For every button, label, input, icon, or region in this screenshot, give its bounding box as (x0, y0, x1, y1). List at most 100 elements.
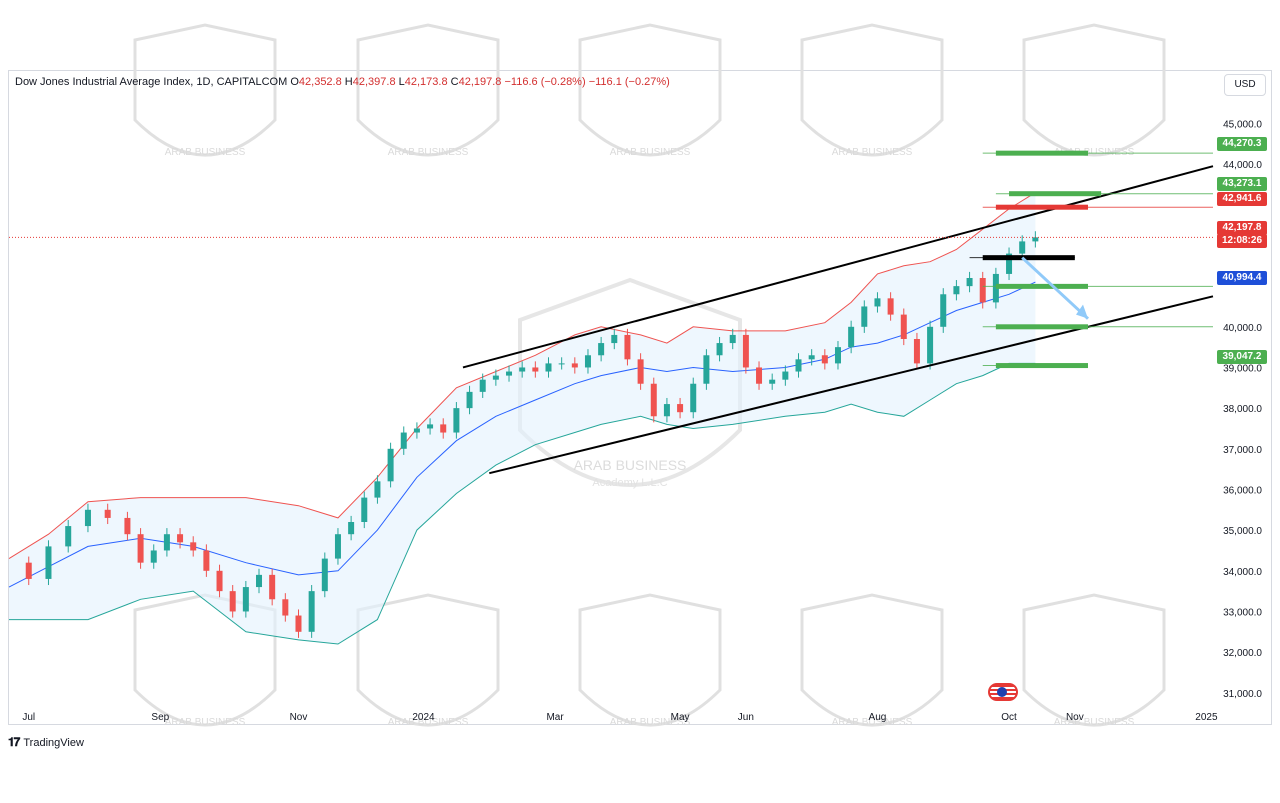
x-tick-label: Nov (1066, 712, 1084, 723)
watermark-label: ARAB BUSINESS (165, 147, 246, 158)
countdown-badge: 12:08:26 (1217, 234, 1267, 248)
us-flag-icon[interactable] (988, 683, 1018, 701)
candle-body (177, 534, 184, 543)
watermark-label: ARAB BUSINESS (610, 717, 691, 728)
candle-body (571, 363, 578, 368)
x-tick-label: Mar (546, 712, 564, 723)
watermark-shield-icon (1022, 23, 1166, 157)
watermark-label: ARAB BUSINESS (1054, 147, 1135, 158)
candle-body (45, 546, 52, 579)
currency-button[interactable]: USD (1224, 74, 1266, 96)
candle-body (558, 363, 565, 365)
level-badge-2: 43,273.1 (1217, 177, 1267, 191)
candle-body (940, 294, 947, 327)
candle-body (150, 550, 157, 563)
x-tick-label: Jun (738, 712, 754, 723)
level-marker-1 (995, 150, 1088, 156)
watermark-label: ARAB BUSINESS (165, 717, 246, 728)
y-tick-label: 34,000.0 (1223, 567, 1262, 578)
candle-body (650, 383, 657, 417)
open-value: 42,352.8 (298, 76, 342, 88)
candle-body (716, 343, 723, 356)
candle-body (163, 534, 170, 551)
candle-body (913, 339, 920, 364)
tradingview-logo-icon: 𝟏𝟕 (8, 735, 20, 749)
candle-body (782, 371, 789, 380)
watermark-shield-icon (800, 23, 944, 157)
candle-body (953, 286, 960, 295)
watermark-shield-icon (356, 593, 500, 727)
watermark-shield-icon (800, 593, 944, 727)
candle-body (584, 355, 591, 368)
candle-body (756, 367, 763, 384)
projection-arrowhead (1075, 304, 1088, 319)
x-tick-label: Jul (22, 712, 35, 723)
y-tick-label: 35,000.0 (1223, 526, 1262, 537)
projection-arrow (1021, 256, 1090, 320)
channel-lower-line (489, 295, 1214, 475)
watermark-center-icon (518, 277, 742, 487)
candle-body (400, 432, 407, 449)
candle-body (861, 306, 868, 327)
candle-body (216, 570, 223, 592)
candle-body (137, 534, 144, 563)
bollinger-fill (9, 192, 1036, 644)
level-badge-1: 44,270.3 (1217, 137, 1267, 151)
low-value: 42,173.8 (404, 76, 448, 88)
candle-body (532, 367, 539, 372)
candle-body (703, 355, 710, 384)
symbol-title: Dow Jones Industrial Average Index, 1D, … (15, 76, 288, 88)
watermark-shield-icon (133, 23, 277, 157)
candle-body (624, 334, 631, 360)
candle-body (321, 558, 328, 592)
candle-body (637, 359, 644, 384)
candle-body (295, 615, 302, 632)
candle-body (834, 347, 841, 364)
candle-body (374, 481, 381, 498)
x-tick-label: 2025 (1195, 712, 1218, 723)
candle-body (848, 326, 855, 348)
candle-body (466, 391, 473, 409)
candle-body (190, 542, 197, 551)
watermark-label: ARAB BUSINESS (610, 147, 691, 158)
y-tick-label: 38,000.0 (1223, 404, 1262, 415)
candle-body (282, 599, 289, 616)
level-marker-6 (995, 324, 1088, 330)
y-tick-label: 40,000.0 (1223, 323, 1262, 334)
candle-body (1032, 237, 1039, 242)
x-tick-label: 2024 (412, 712, 435, 723)
watermark-label: ARAB BUSINESS (1054, 717, 1135, 728)
candle-body (677, 404, 684, 413)
candle-body (256, 574, 263, 588)
bollinger-upper-line (8, 192, 1036, 560)
candle-body (742, 334, 749, 368)
watermark-shield-icon (133, 593, 277, 727)
x-tick-label: May (671, 712, 690, 723)
candle-body (479, 379, 486, 392)
x-tick-label: Aug (869, 712, 887, 723)
candle-body (427, 424, 434, 429)
candle-body (361, 497, 368, 522)
candle-body (795, 359, 802, 372)
watermark-shield-icon (578, 23, 722, 157)
watermark-label: ARAB BUSINESS (388, 147, 469, 158)
candle-body (229, 591, 236, 612)
close-value: 42,197.8 (458, 76, 502, 88)
tradingview-brand[interactable]: 𝟏𝟕 TradingView (8, 735, 84, 750)
candle-body (334, 534, 341, 559)
change-value: −116.6 (−0.28%) (504, 76, 586, 88)
candle-body (124, 517, 131, 535)
candle-body (413, 428, 420, 433)
candle-body (808, 355, 815, 360)
candle-body (269, 574, 276, 600)
level-marker-2 (1009, 191, 1102, 197)
x-tick-label: Nov (290, 712, 308, 723)
y-tick-label: 39,000.0 (1223, 363, 1262, 374)
price-badge: 42,197.8 (1217, 221, 1267, 235)
watermark-center-sub: Academy L.L.C (592, 477, 667, 489)
level-marker-3 (995, 204, 1088, 210)
candle-body (453, 408, 460, 433)
candle-body (104, 509, 111, 518)
candle-body (663, 404, 670, 417)
